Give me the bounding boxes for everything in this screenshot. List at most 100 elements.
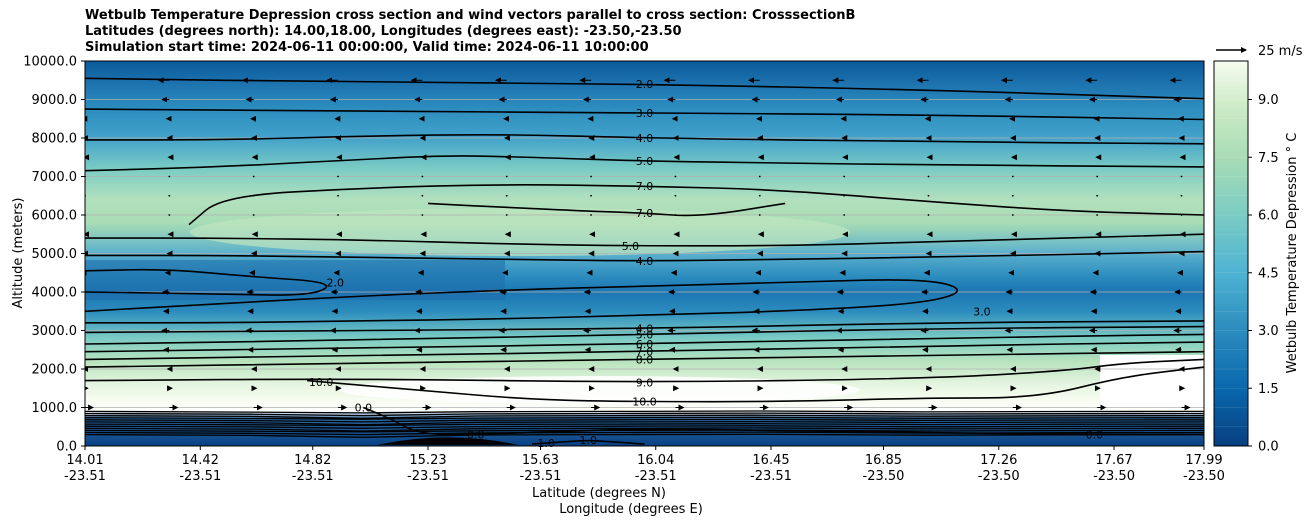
wind-vector-calm <box>674 175 677 178</box>
wind-vector-calm <box>505 175 508 178</box>
wind-vector-calm <box>758 194 761 197</box>
surface-terrain-blob <box>377 437 518 445</box>
contour-label: 9.0 <box>636 376 654 389</box>
contour-label: 10.0 <box>632 396 657 409</box>
surface-contour-cluster <box>85 410 1204 445</box>
wind-vector-calm <box>337 194 339 197</box>
contour-line-4-0 <box>85 133 1204 145</box>
colorbar-tick-label: 1.5 <box>1258 382 1279 397</box>
colorbar-tick-label: 6.0 <box>1258 209 1279 224</box>
wind-vector-calm <box>505 194 508 197</box>
surface-contour-line <box>85 429 1204 433</box>
y-axis: 0.0 1000.0 2000.0 3000.0 4000.0 5000.0 6000.0 7… <box>23 55 85 455</box>
contour-line-6-0 <box>85 333 1204 353</box>
contour-label: 1.0 <box>537 437 555 450</box>
surface-contour-line <box>85 410 1204 414</box>
x-tick-label-lat: 17.67 <box>1095 453 1132 468</box>
moist-core-region <box>190 208 850 256</box>
contour-label: 7.0 <box>636 346 654 359</box>
x-tick-label-lat: 14.82 <box>294 453 331 468</box>
x-axis: 14.01-23.5114.42-23.5114.82-23.5115.23-2… <box>64 446 1225 484</box>
wind-vector-calm <box>674 194 677 197</box>
surface-contour-line <box>85 425 1204 429</box>
wind-vector-calm <box>1011 194 1014 197</box>
x-tick-label-lat: 17.26 <box>980 453 1017 468</box>
y-tick-label: 10000.0 <box>23 55 77 70</box>
contour-line-1-0 <box>531 439 645 445</box>
x-tick-label-lon: -23.50 <box>978 469 1020 484</box>
contour-line-5-0 <box>85 233 1204 247</box>
surface-contour-line <box>85 416 1204 420</box>
contour-label: 7.0 <box>636 180 654 193</box>
wind-vector-calm <box>168 194 171 197</box>
wind-vector-calm <box>168 214 171 216</box>
surface-contour-line <box>85 427 1204 432</box>
contour-labels: 2.03.04.05.07.07.05.04.02.03.04.05.06.07… <box>309 78 1103 450</box>
contour-line-4-0 <box>85 250 1204 262</box>
wind-vector-calm <box>1096 214 1099 216</box>
x-tick-label-lat: 14.42 <box>182 453 219 468</box>
surface-contour-line <box>85 423 1204 427</box>
wind-vector-calm <box>927 194 930 197</box>
colorbar-tick-label: 3.0 <box>1258 324 1279 339</box>
x-tick-label-lon: -23.50 <box>1183 469 1225 484</box>
x-tick-label-lon: -23.51 <box>520 469 562 484</box>
contour-line-5-0 <box>85 325 1204 345</box>
colorbar-frame <box>1213 60 1249 447</box>
contour-line-2-0 <box>85 268 328 296</box>
wind-vector-calm <box>337 175 339 178</box>
contour-label: 3.0 <box>636 107 654 120</box>
wind-vector-calm <box>421 214 424 216</box>
chart-title-line-3: Simulation start time: 2024-06-11 00:00:… <box>85 40 649 55</box>
wind-vector-calm <box>590 175 592 178</box>
contour-label: 0.0 <box>467 428 485 441</box>
contour-line-4-0 <box>85 320 1204 334</box>
y-tick-label: 3000.0 <box>32 324 78 339</box>
surface-contour-line <box>85 418 1204 423</box>
contour-label: 5.0 <box>636 328 654 341</box>
wind-vector-calm <box>1180 194 1183 197</box>
contour-label: 2.0 <box>636 78 654 91</box>
contour-label: 2.0 <box>326 276 344 289</box>
x-axis-label-longitude: Longitude (degrees E) <box>559 502 703 517</box>
x-tick-label-lat: 17.99 <box>1185 453 1222 468</box>
contour-label: 4.0 <box>636 255 654 268</box>
y-axis-label: Altitude (meters) <box>11 198 26 309</box>
x-axis-label-latitude: Latitude (degrees N) <box>532 486 666 501</box>
colorbar <box>1214 61 1248 446</box>
x-tick-label-lat: 16.85 <box>865 453 902 468</box>
surface-contour-line <box>85 414 1204 419</box>
x-tick-label-lat: 16.04 <box>637 453 674 468</box>
x-tick-label-lon: -23.51 <box>179 469 221 484</box>
wind-vector-calm <box>252 214 255 216</box>
quiver-key-label: 25 m/s <box>1258 44 1303 59</box>
dry-layer-region <box>340 376 860 404</box>
contour-label: 6.0 <box>636 338 654 351</box>
contour-line-7-0 <box>427 202 786 217</box>
wind-vector-calm <box>421 175 424 178</box>
wind-vector-calm <box>1180 214 1183 216</box>
wind-vector-calm <box>1096 194 1099 197</box>
wind-vectors <box>85 77 1191 411</box>
colorbar-label: Wetbulb Temperature Depression ° C <box>1285 133 1300 374</box>
colorbar-tick-label: 0.0 <box>1258 440 1279 455</box>
wind-vector-calm <box>843 214 846 216</box>
contour-label: 5.0 <box>636 155 654 168</box>
contour-label: 5.0 <box>622 240 640 253</box>
x-tick-label-lon: -23.51 <box>64 469 106 484</box>
contour-label: 10.0 <box>309 376 334 389</box>
wind-vector-calm <box>505 214 508 216</box>
wind-vector-calm <box>927 214 930 216</box>
contour-line-5-0 <box>85 155 1204 172</box>
contour-label: 7.0 <box>636 207 654 220</box>
wind-vector-calm <box>168 175 171 178</box>
contour-line-2-0 <box>85 77 1204 100</box>
x-tick-label-lon: -23.51 <box>407 469 449 484</box>
x-tick-label-lat: 16.45 <box>752 453 789 468</box>
contour-label: 4.0 <box>636 132 654 145</box>
wind-vector-calm <box>252 175 255 178</box>
y-tick-label: 8000.0 <box>32 132 78 147</box>
x-tick-label-lon: -23.51 <box>635 469 677 484</box>
y-tick-label: 2000.0 <box>32 363 78 378</box>
contour-line-7-0 <box>85 341 1204 361</box>
